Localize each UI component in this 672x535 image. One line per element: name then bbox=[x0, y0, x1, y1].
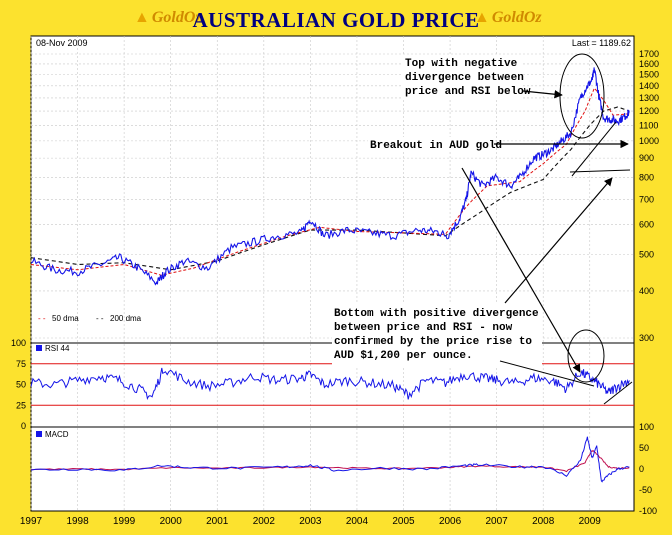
price-tick-label: 400 bbox=[639, 286, 654, 296]
year-tick-label: 2005 bbox=[392, 516, 415, 527]
legend-200dma-marker: - - bbox=[96, 314, 104, 323]
rsi-tick-label: 25 bbox=[16, 400, 26, 410]
year-tick-label: 1997 bbox=[20, 516, 43, 527]
top-arrow bbox=[522, 90, 563, 99]
breakout-trendline-b bbox=[569, 169, 631, 173]
rsi-divergence-line bbox=[499, 360, 595, 387]
price-tick-label: 1200 bbox=[639, 106, 659, 116]
price-tick-label: 1100 bbox=[639, 120, 658, 130]
macd-legend: MACD bbox=[45, 430, 69, 439]
year-tick-label: 2002 bbox=[253, 516, 276, 527]
rsi-tick-label: 0 bbox=[21, 421, 26, 431]
gold-bars-icon: ▲ bbox=[134, 9, 150, 26]
rsi-axis: 0 25 50 75 100 bbox=[11, 338, 26, 431]
year-tick-label: 2004 bbox=[346, 516, 369, 527]
price-tick-label: 500 bbox=[639, 249, 654, 259]
legend-200dma: 200 dma bbox=[110, 314, 142, 323]
rsi-legend: RSI 44 bbox=[45, 344, 70, 353]
price-tick-label: 600 bbox=[639, 220, 654, 230]
price-axis: 300 400 500 600 700 800 900 1000 1100 1200 1300 140… bbox=[639, 49, 659, 343]
date-label: 08-Nov 2009 bbox=[36, 38, 88, 48]
bottom-note: Bottom with positive divergence between … bbox=[334, 308, 545, 362]
series-lines bbox=[30, 67, 630, 483]
price-legend: - - 50 dma - - 200 dma bbox=[38, 314, 142, 323]
rsi-tick-label: 75 bbox=[16, 359, 26, 369]
price-tick-label: 800 bbox=[639, 172, 654, 182]
goldoz-logo-right: ▲ GoldOz bbox=[474, 9, 542, 26]
price-tick-label: 300 bbox=[639, 333, 654, 343]
annotations: Top with negative divergence between pri… bbox=[332, 53, 633, 405]
rsi-tick-label: 100 bbox=[11, 338, 26, 348]
legend-50dma: 50 dma bbox=[52, 314, 79, 323]
gold-bars-icon: ▲ bbox=[474, 9, 490, 26]
macd-tick-label: 100 bbox=[639, 422, 654, 432]
price-tick-label: 1000 bbox=[639, 136, 659, 146]
macd-tick-label: 0 bbox=[639, 464, 644, 474]
price-tick-label: 900 bbox=[639, 153, 654, 163]
year-tick-label: 1998 bbox=[66, 516, 89, 527]
breakout-note: Breakout in AUD gold bbox=[370, 140, 502, 152]
year-tick-label: 2007 bbox=[486, 516, 509, 527]
top-note: Top with negative divergence between pri… bbox=[405, 58, 531, 98]
plot-area bbox=[30, 35, 635, 512]
goldoz-logo-left: ▲ GoldOz bbox=[134, 9, 202, 26]
bottom-ellipse bbox=[567, 329, 605, 383]
series-macd bbox=[30, 436, 630, 483]
chart-title: AUSTRALIAN GOLD PRICE bbox=[192, 8, 480, 32]
header: ▲ GoldOz AUSTRALIAN GOLD PRICE ▲ GoldOz bbox=[0, 0, 672, 36]
top-note-bg bbox=[403, 55, 521, 99]
rsi-tick-label: 50 bbox=[16, 380, 26, 390]
price-tick-label: 700 bbox=[639, 194, 654, 204]
price-tick-label: 1700 bbox=[639, 49, 659, 59]
year-axis: 1997 1998 1999 2000 2001 2002 2003 2004 2005 2006… bbox=[20, 516, 601, 527]
rsi-support-line bbox=[603, 381, 633, 405]
breakout-note-bg bbox=[368, 137, 492, 152]
year-tick-label: 2008 bbox=[532, 516, 555, 527]
series-rsi bbox=[30, 367, 630, 400]
series-200dma bbox=[30, 106, 630, 271]
gridlines bbox=[30, 36, 634, 511]
macd-axis: -100 -50 0 50 100 bbox=[639, 422, 657, 516]
macd-tick-label: 50 bbox=[639, 443, 649, 453]
bottom-arrow-price bbox=[504, 177, 613, 304]
macd-legend-swatch bbox=[36, 431, 42, 437]
breakout-trendline-a bbox=[571, 121, 617, 177]
price-tick-label: 1500 bbox=[639, 69, 659, 79]
series-price bbox=[30, 67, 630, 286]
year-tick-label: 2000 bbox=[160, 516, 183, 527]
macd-tick-label: -50 bbox=[639, 485, 652, 495]
price-tick-label: 1300 bbox=[639, 93, 659, 103]
year-tick-label: 1999 bbox=[113, 516, 136, 527]
year-tick-label: 2001 bbox=[206, 516, 229, 527]
year-tick-label: 2006 bbox=[439, 516, 462, 527]
year-tick-label: 2009 bbox=[579, 516, 602, 527]
last-price-label: Last = 1189.62 bbox=[572, 38, 631, 48]
price-tick-label: 1400 bbox=[639, 81, 659, 91]
series-50dma bbox=[30, 87, 630, 276]
bottom-arrow-rsi bbox=[461, 167, 581, 373]
price-tick-label: 1600 bbox=[639, 59, 659, 69]
legend-50dma-marker: - - bbox=[38, 314, 46, 323]
macd-tick-label: -100 bbox=[639, 506, 657, 516]
bottom-note-bg bbox=[332, 304, 542, 366]
year-tick-label: 2003 bbox=[299, 516, 322, 527]
rsi-legend-swatch bbox=[36, 345, 42, 351]
